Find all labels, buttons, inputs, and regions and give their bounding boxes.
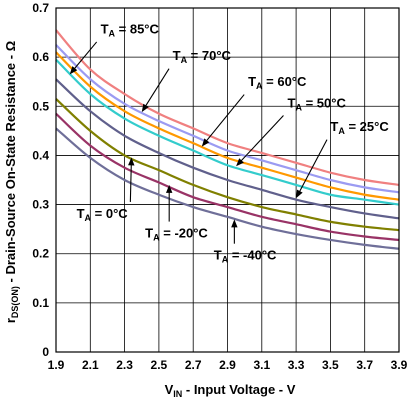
x-tick-label: 2.3 bbox=[116, 358, 133, 372]
x-tick-label: 3.1 bbox=[253, 358, 270, 372]
annotation-label-7: TA = -40°C bbox=[214, 248, 277, 265]
series-line-2 bbox=[55, 51, 400, 201]
annotation-arrow-head-6 bbox=[165, 184, 173, 193]
y-axis-label: rDS(ON) - Drain-Source On-State Resistan… bbox=[3, 41, 20, 323]
annotation-label-1: TA = 70°C bbox=[173, 48, 232, 65]
x-axis-label: VIN - Input Voltage - V bbox=[165, 382, 296, 399]
annotation-arrow-line-3 bbox=[239, 115, 284, 163]
series-line-7 bbox=[55, 127, 400, 250]
annotation-label-0: TA = 85°C bbox=[101, 22, 160, 39]
series-line-0 bbox=[55, 29, 400, 186]
annotation-label-4: TA = 25°C bbox=[330, 119, 389, 136]
y-tick-label: 0.5 bbox=[32, 99, 49, 113]
y-tick-label: 0.2 bbox=[32, 247, 49, 261]
series-annotations: TA = 85°C TA = 70°C TA = 60°C TA = 50°C TA =… bbox=[69, 22, 389, 265]
annotation-arrow-head-3 bbox=[236, 158, 244, 167]
x-tick-label: 2.9 bbox=[219, 358, 236, 372]
x-tick-label: 2.5 bbox=[151, 358, 168, 372]
y-tick-label: 0 bbox=[42, 345, 49, 359]
series-line-1 bbox=[55, 44, 400, 194]
x-tick-label: 3.7 bbox=[356, 358, 373, 372]
series-line-4 bbox=[55, 78, 400, 220]
series-lines bbox=[55, 29, 400, 250]
annotation-label-2: TA = 60°C bbox=[248, 74, 307, 91]
annotation-arrow-head-1 bbox=[141, 103, 149, 113]
annotation-arrow-line-1 bbox=[144, 68, 170, 108]
annotation-arrow-head-0 bbox=[69, 66, 78, 75]
series-line-6 bbox=[55, 112, 400, 242]
annotation-arrow-line-4 bbox=[298, 139, 328, 194]
annotation-arrow-head-7 bbox=[231, 219, 238, 228]
y-tick-label: 0.4 bbox=[32, 148, 49, 162]
annotation-arrow-head-5 bbox=[128, 157, 135, 166]
y-tick-label: 0.7 bbox=[32, 1, 49, 15]
annotation-arrow-head-4 bbox=[296, 189, 303, 199]
x-tick-label: 1.9 bbox=[48, 358, 65, 372]
y-tick-label: 0.6 bbox=[32, 50, 49, 64]
annotation-arrow-line-0 bbox=[73, 41, 98, 71]
x-tick-label: 3.5 bbox=[322, 358, 339, 372]
y-tick-label: 0.1 bbox=[32, 296, 49, 310]
annotation-label-3: TA = 50°C bbox=[288, 95, 347, 112]
series-line-5 bbox=[55, 98, 400, 232]
y-tick-labels: 0 0.1 0.2 0.3 0.4 0.5 0.6 0.7 bbox=[32, 1, 49, 359]
y-tick-label: 0.3 bbox=[32, 198, 49, 212]
annotation-label-5: TA = 0°C bbox=[77, 206, 129, 223]
x-tick-label: 3.9 bbox=[391, 358, 408, 372]
x-tick-labels: 1.9 2.1 2.3 2.5 2.7 2.9 3.1 3.3 3.5 3.7 3.9 bbox=[48, 358, 408, 372]
annotation-arrow-line-5 bbox=[129, 163, 132, 202]
x-tick-label: 2.7 bbox=[185, 358, 202, 372]
annotation-label-6: TA = -20°C bbox=[145, 226, 208, 243]
series-line-3 bbox=[55, 58, 400, 206]
x-tick-label: 2.1 bbox=[82, 358, 99, 372]
x-tick-label: 3.3 bbox=[288, 358, 305, 372]
annotation-arrow-head-2 bbox=[201, 138, 210, 147]
annotation-arrow-line-2 bbox=[205, 94, 245, 143]
plot-frame bbox=[55, 7, 400, 353]
